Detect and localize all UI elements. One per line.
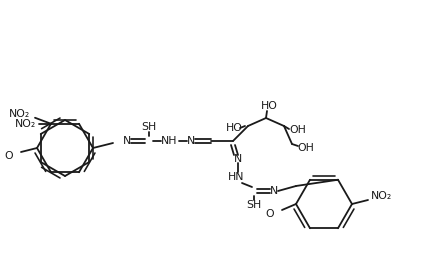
Text: HO: HO (226, 123, 242, 133)
Text: N: N (123, 136, 131, 146)
Text: SH: SH (142, 122, 157, 132)
Text: NH: NH (161, 136, 177, 146)
Text: SH: SH (246, 200, 262, 210)
Text: HN: HN (228, 172, 244, 182)
Text: NO₂: NO₂ (8, 109, 30, 119)
Text: O: O (5, 151, 13, 161)
Text: N: N (234, 154, 242, 164)
Text: O: O (266, 209, 274, 219)
Text: OH: OH (298, 143, 314, 153)
Text: NO₂: NO₂ (14, 119, 36, 129)
Text: NO₂: NO₂ (371, 191, 393, 201)
Text: OH: OH (289, 125, 306, 135)
Text: N: N (270, 186, 278, 196)
Text: HO: HO (261, 101, 278, 111)
Text: N: N (187, 136, 195, 146)
